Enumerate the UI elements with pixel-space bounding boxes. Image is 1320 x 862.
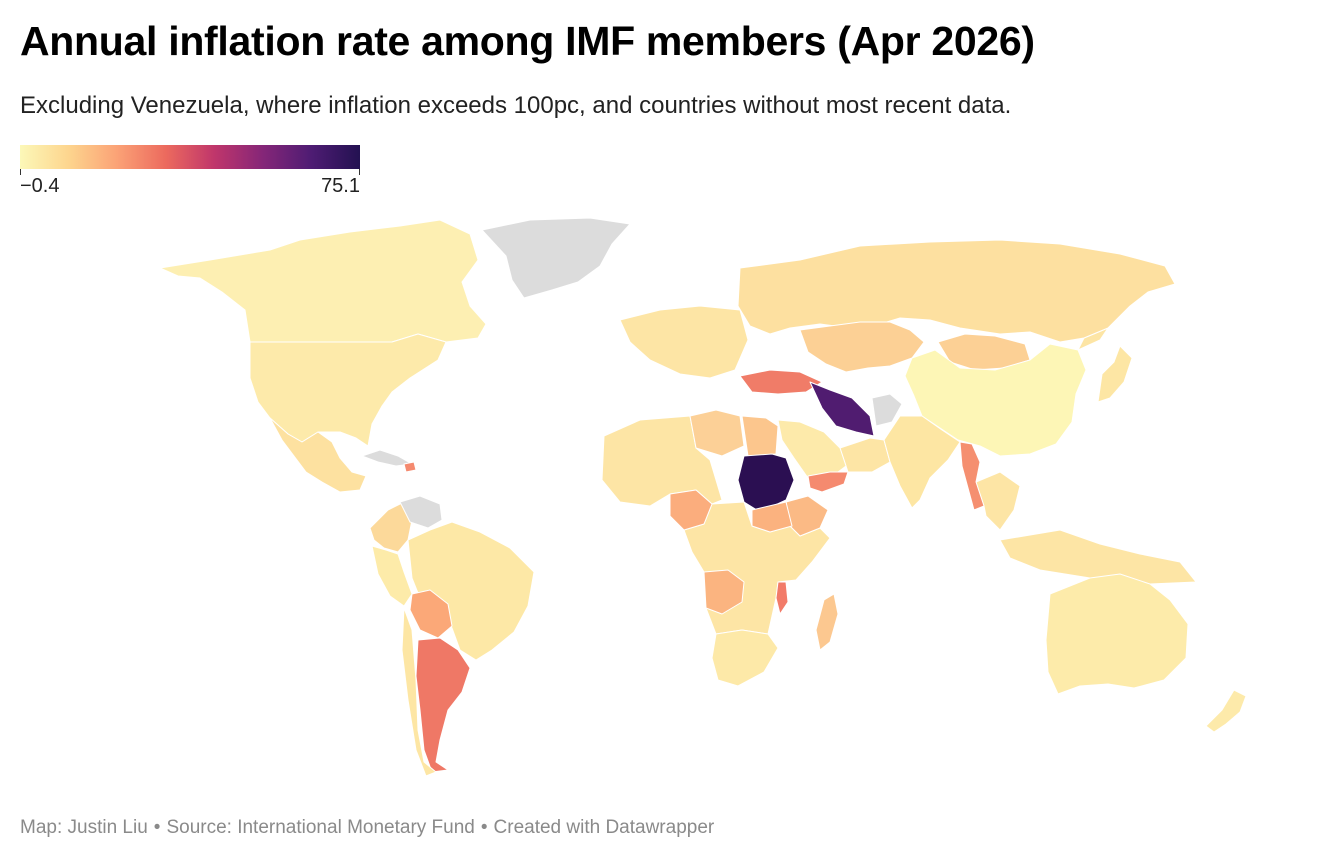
legend-min-label: −0.4: [20, 175, 60, 197]
legend-max-tick: [359, 169, 360, 175]
country-japan[interactable]: Japan: [1097, 345, 1133, 403]
chart-subtitle: Excluding Venezuela, where inflation exc…: [20, 92, 1012, 119]
country-madagascar[interactable]: Madagascar: [815, 593, 839, 651]
land-region: [619, 305, 749, 379]
country-sudan[interactable]: Sudan: [737, 453, 795, 513]
country-venezuela[interactable]: Venezuela: [399, 495, 443, 529]
country-nigeria[interactable]: Nigeria: [669, 489, 713, 531]
country-myanmar[interactable]: Myanmar: [959, 441, 985, 511]
country-new-zealand[interactable]: New Zealand: [1205, 689, 1247, 733]
tool-credit: Created with Datawrapper: [493, 817, 715, 838]
footer-separator: •: [480, 817, 488, 838]
country-argentina[interactable]: Argentina: [415, 637, 471, 773]
footer-credits: Map: Justin Liu • Source: International Mo…: [20, 817, 714, 839]
country-angola[interactable]: Angola: [703, 569, 745, 615]
country-libya[interactable]: Libya: [689, 409, 745, 457]
country-peru[interactable]: Peru: [371, 545, 413, 607]
map-credit: Map: Justin Liu: [20, 817, 148, 838]
country-haiti[interactable]: Haiti: [403, 461, 417, 473]
country-mexico[interactable]: Mexico: [269, 417, 367, 493]
color-legend: −0.4 75.1: [20, 145, 360, 205]
world-map-svg: CanadaUnited StatesMexicoGreenlandCubaHa…: [159, 217, 1247, 777]
legend-gradient-bar: [20, 145, 360, 169]
country-russia[interactable]: Russia: [737, 239, 1176, 343]
country-iran[interactable]: Iran: [809, 381, 875, 437]
world-map: CanadaUnited StatesMexicoGreenlandCubaHa…: [0, 210, 1320, 790]
country-afghanistan[interactable]: Afghanistan: [871, 393, 903, 427]
country-south-africa[interactable]: South Africa: [711, 629, 779, 687]
land-region: [839, 437, 891, 473]
country-malawi[interactable]: Malawi: [775, 581, 789, 615]
country-south-sudan[interactable]: South Sudan: [751, 501, 793, 533]
country-india[interactable]: India: [883, 415, 961, 509]
legend-min-tick: [20, 169, 21, 175]
footer-separator: •: [153, 817, 161, 838]
country-canada[interactable]: Canada: [159, 219, 487, 343]
legend-max-label: 75.1: [321, 175, 360, 197]
source-credit: Source: International Monetary Fund: [166, 817, 475, 838]
country-egypt[interactable]: Egypt: [741, 415, 779, 457]
land-region: [975, 471, 1021, 531]
country-greenland[interactable]: Greenland: [481, 217, 631, 299]
land-region: [999, 529, 1197, 585]
country-bolivia[interactable]: Bolivia: [409, 589, 453, 639]
country-chile[interactable]: Chile: [401, 607, 437, 777]
country-australia[interactable]: Australia: [1045, 573, 1189, 695]
country-yemen[interactable]: Yemen: [807, 471, 849, 493]
country-kazakhstan[interactable]: Kazakhstan: [799, 321, 925, 373]
chart-title: Annual inflation rate among IMF members …: [20, 18, 1035, 64]
